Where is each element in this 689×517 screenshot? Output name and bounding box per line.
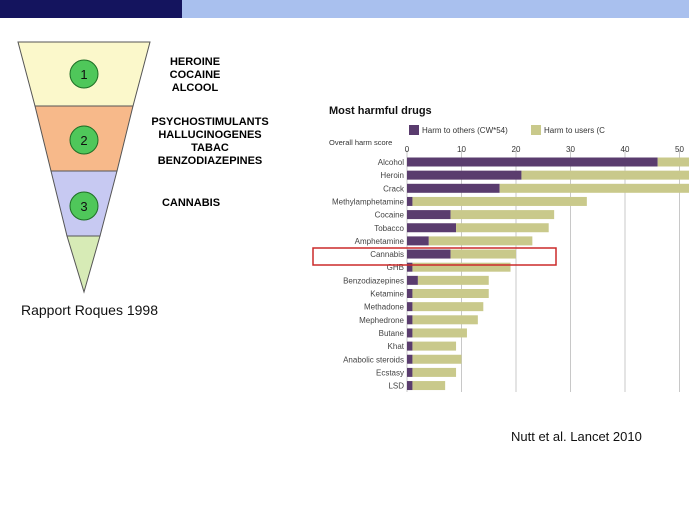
bar-harm-to-users (417, 275, 489, 285)
x-tick-label: 40 (621, 145, 630, 154)
level-badge-1 (69, 59, 99, 89)
category-label: Benzodiazepines (343, 276, 404, 285)
category-label: Ecstasy (376, 368, 404, 377)
bar-harm-to-users (412, 196, 587, 206)
x-tick-label: 20 (512, 145, 521, 154)
level-2-drug: HALLUCINOGENES (158, 129, 262, 141)
bar-harm-to-others (407, 249, 451, 259)
harm-pyramid: 1 2 3 (17, 41, 151, 294)
x-axis-label: Overall harm score (329, 138, 392, 147)
level-1-drug: COCAINE (169, 69, 221, 81)
level-1-drug: HEROINE (169, 56, 221, 68)
chart-source-caption: Nutt et al. Lancet 2010 (511, 429, 642, 444)
bar-harm-to-users (412, 367, 457, 377)
bar-harm-to-others (407, 341, 413, 351)
level-3-drug-list: CANNABIS (152, 197, 230, 210)
pyramid-level-4 (66, 235, 101, 294)
bar-harm-to-users (450, 210, 555, 220)
legend-label-others: Harm to others (CW*54) (422, 126, 508, 135)
bar-harm-to-users (412, 302, 484, 312)
bar-harm-to-users (428, 236, 533, 246)
level-badge-1-number: 1 (80, 67, 87, 82)
bar-harm-to-others (407, 328, 413, 338)
bar-harm-to-others (407, 170, 522, 180)
bar-harm-to-others (407, 262, 413, 272)
chart-bars (407, 157, 689, 391)
bar-harm-to-others (407, 289, 413, 298)
category-label: Crack (383, 184, 405, 193)
level-2-drug: PSYCHOSTIMULANTS (151, 116, 269, 128)
category-label: Anabolic steroids (343, 355, 404, 364)
bar-harm-to-others (407, 236, 429, 246)
level-badge-3-number: 3 (80, 199, 87, 214)
category-label: Amphetamine (355, 237, 405, 246)
category-labels: Alcohol Heroin Crack Methylamphetamine Cocai… (332, 158, 405, 391)
bar-harm-to-users (412, 328, 467, 338)
category-label: Ketamine (370, 290, 404, 299)
title-band-light (182, 0, 689, 18)
bar-harm-to-users (412, 381, 446, 391)
category-label: Tobacco (374, 224, 404, 233)
category-label: Cocaine (375, 211, 405, 220)
level-badge-2-number: 2 (80, 133, 87, 148)
chart-title: Most harmful drugs (329, 105, 432, 117)
category-label: Butane (379, 329, 405, 338)
bar-harm-to-users (412, 341, 457, 351)
level-3-drug: CANNABIS (161, 197, 221, 209)
category-label: Methylamphetamine (332, 197, 405, 206)
category-label: Alcohol (378, 158, 404, 167)
bar-harm-to-others (407, 367, 413, 377)
bar-harm-to-others (407, 183, 500, 193)
bar-harm-to-users (657, 157, 689, 167)
x-tick-label: 30 (566, 145, 575, 154)
category-label: Khat (388, 342, 405, 351)
x-tick-labels: 010203040506070 (405, 145, 685, 154)
level-1-drug: ALCOOL (171, 82, 219, 94)
level-badge-2 (69, 125, 99, 155)
legend-swatch-others (409, 125, 419, 135)
category-label: LSD (388, 382, 404, 391)
bar-harm-to-others (407, 223, 457, 233)
bar-harm-to-others (407, 381, 413, 391)
level-badge-3 (69, 191, 99, 221)
title-band-dark (0, 0, 182, 18)
category-label: Heroin (380, 171, 404, 180)
bar-harm-to-users (412, 289, 489, 298)
x-tick-label: 50 (675, 145, 684, 154)
bar-harm-to-users (521, 170, 689, 180)
bar-harm-to-users (456, 223, 549, 233)
cannabis-highlight-box (312, 247, 557, 266)
bar-harm-to-others (407, 157, 658, 167)
bar-harm-to-others (407, 210, 451, 220)
bar-harm-to-users (412, 262, 511, 272)
legend-swatch-users (531, 125, 541, 135)
level-2-drug-list: PSYCHOSTIMULANTS HALLUCINOGENES TABAC BE… (148, 116, 272, 168)
category-label: GHB (387, 263, 404, 272)
bar-harm-to-others (407, 196, 413, 206)
x-tick-label: 0 (405, 145, 410, 154)
bar-harm-to-others (407, 354, 413, 364)
category-label: Cannabis (370, 250, 404, 259)
bar-harm-to-others (407, 302, 413, 312)
bar-harm-to-users (450, 249, 516, 259)
level-1-drug-list: HEROINE COCAINE ALCOOL (150, 56, 240, 95)
level-2-drug: BENZODIAZEPINES (157, 155, 263, 167)
bar-harm-to-others (407, 275, 418, 285)
category-label: Mephedrone (359, 316, 404, 325)
level-2-drug: TABAC (191, 142, 229, 154)
bar-harm-to-users (499, 183, 689, 193)
category-label: Methadone (364, 303, 405, 312)
pyramid-source-caption: Rapport Roques 1998 (21, 302, 158, 318)
x-tick-label: 10 (457, 145, 466, 154)
bar-harm-to-others (407, 315, 413, 325)
legend-label-users: Harm to users (C (544, 126, 605, 135)
bar-harm-to-users (412, 315, 478, 325)
bar-harm-to-users (412, 354, 462, 364)
